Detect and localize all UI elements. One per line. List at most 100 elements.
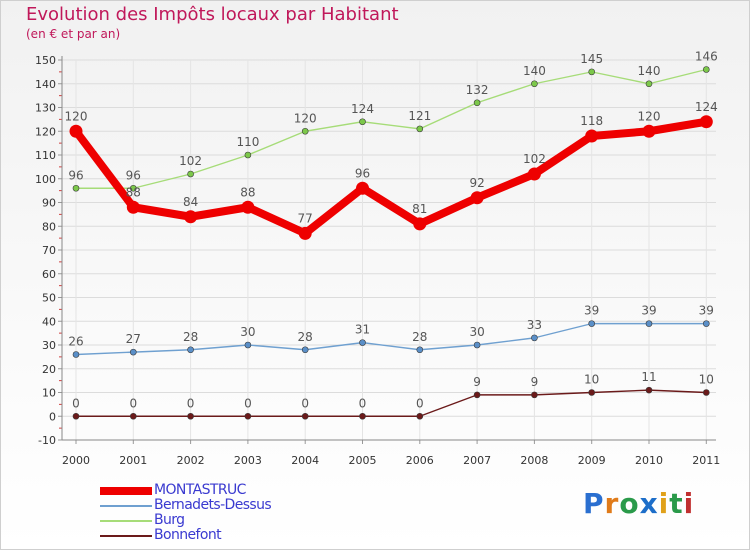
x-tick-label: 2011 <box>692 454 720 467</box>
legend-label: MONTASTRUC <box>154 482 246 498</box>
chart-subtitle: (en € et par an) <box>26 27 121 41</box>
y-tick-label: 40 <box>42 315 56 328</box>
data-point <box>588 389 596 396</box>
legend-swatch <box>100 535 152 537</box>
data-point <box>416 125 424 133</box>
y-tick-label: 140 <box>35 78 56 91</box>
data-label: 132 <box>466 83 489 97</box>
data-label: 124 <box>695 100 718 114</box>
data-point <box>301 412 309 420</box>
data-label: 146 <box>695 50 718 64</box>
legend-swatch <box>100 487 152 495</box>
data-label: 0 <box>187 396 195 410</box>
data-point <box>702 320 710 327</box>
series-line-bonnefont <box>75 389 707 417</box>
y-tick-label: -10 <box>38 434 56 447</box>
x-tick-label: 2004 <box>291 454 319 467</box>
data-label: 96 <box>126 168 141 182</box>
data-label: 102 <box>523 152 546 166</box>
data-point <box>301 346 309 354</box>
data-point <box>645 386 653 394</box>
data-label: 88 <box>126 185 141 199</box>
data-label: 0 <box>129 396 137 410</box>
logo-letter: i <box>658 487 670 520</box>
data-label: 27 <box>126 332 141 346</box>
legend-swatch <box>100 505 152 507</box>
x-tick-label: 2005 <box>349 454 377 467</box>
x-tick-label: 2001 <box>119 454 147 467</box>
data-label: 31 <box>355 323 370 337</box>
data-label: 84 <box>183 195 198 209</box>
data-label: 9 <box>473 375 481 389</box>
data-point <box>187 412 194 420</box>
y-tick-label: 20 <box>42 363 56 376</box>
data-point <box>241 200 255 214</box>
data-label: 120 <box>638 109 661 123</box>
data-label: 81 <box>412 202 427 216</box>
data-point <box>702 66 710 73</box>
data-point <box>588 68 596 76</box>
data-label: 0 <box>244 396 252 410</box>
data-label: 145 <box>580 52 603 66</box>
data-label: 120 <box>65 109 88 123</box>
data-point <box>413 217 427 231</box>
data-point <box>298 226 312 240</box>
data-label: 39 <box>699 304 714 318</box>
logo-letter: P <box>583 487 605 520</box>
data-point <box>470 191 484 205</box>
legend-label: Bonnefont <box>154 527 222 543</box>
data-point <box>588 320 596 327</box>
data-label: 110 <box>236 135 259 149</box>
y-tick-label: 80 <box>42 220 56 233</box>
data-label: 39 <box>641 304 656 318</box>
x-tick-label: 2006 <box>406 454 434 467</box>
y-tick-label: 100 <box>35 173 56 186</box>
proxiti-logo: Proxiti <box>583 487 694 520</box>
data-label: 39 <box>584 304 599 318</box>
data-point <box>126 200 140 214</box>
y-tick-label: 120 <box>35 125 56 138</box>
data-point <box>130 184 137 192</box>
x-tick-label: 2010 <box>635 454 663 467</box>
data-point <box>531 80 538 88</box>
data-label: 10 <box>699 373 714 387</box>
data-label: 0 <box>416 396 424 410</box>
data-label: 92 <box>469 176 484 190</box>
data-label: 120 <box>294 111 317 125</box>
data-label: 88 <box>240 185 255 199</box>
data-label: 140 <box>638 64 661 78</box>
data-label: 30 <box>469 325 484 339</box>
data-point <box>244 341 252 349</box>
series-line-burg <box>75 68 707 189</box>
data-point <box>473 391 481 399</box>
data-point <box>130 412 137 420</box>
x-tick-label: 2003 <box>234 454 262 467</box>
data-label: 124 <box>351 102 374 116</box>
data-label: 28 <box>298 330 313 344</box>
legend-label: Burg <box>154 512 185 528</box>
x-tick-label: 2009 <box>578 454 606 467</box>
data-point <box>187 346 194 354</box>
data-point <box>585 129 599 143</box>
y-tick-label: 60 <box>42 268 56 281</box>
data-label: 121 <box>408 109 431 123</box>
data-point <box>187 170 194 178</box>
data-label: 140 <box>523 64 546 78</box>
data-label: 0 <box>72 396 80 410</box>
data-point <box>473 99 481 107</box>
data-label: 28 <box>183 330 198 344</box>
series-line-bernadets-dessus <box>75 322 707 356</box>
data-point <box>301 127 309 135</box>
data-label: 102 <box>179 154 202 168</box>
y-tick-label: 0 <box>49 410 56 423</box>
logo-letter: x <box>639 487 659 520</box>
data-point <box>702 389 710 396</box>
y-tick-label: 50 <box>42 292 56 305</box>
data-label: 96 <box>355 166 370 180</box>
data-point <box>356 181 369 195</box>
logo-letter: i <box>683 487 695 520</box>
data-point <box>359 412 366 420</box>
data-point <box>642 124 656 138</box>
data-label: 0 <box>301 396 309 410</box>
